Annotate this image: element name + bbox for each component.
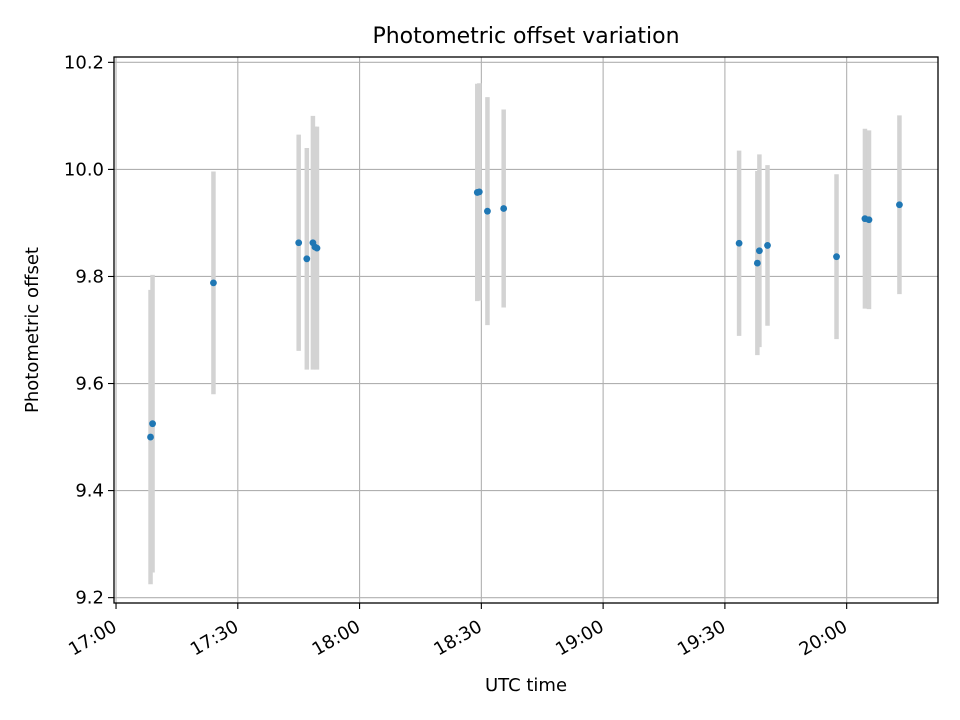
data-point: [313, 244, 321, 252]
data-point: [303, 255, 311, 263]
data-point: [475, 188, 483, 196]
data-point: [755, 247, 763, 255]
x-axis-ticks: 17:00 17:30 18:00 18:30 19:00 19:30 20:00: [65, 603, 851, 660]
data-point: [753, 259, 761, 267]
x-axis-label: UTC time: [485, 675, 567, 696]
y-tick-label: 9.8: [75, 266, 104, 287]
x-tick-label: 18:00: [309, 616, 364, 660]
data-point: [295, 239, 303, 247]
data-point: [149, 420, 156, 428]
data-point: [764, 242, 771, 249]
data-point: [210, 279, 217, 287]
point-layer: [147, 188, 903, 441]
x-tick-label: 18:30: [430, 616, 485, 660]
y-tick-label: 9.2: [75, 588, 104, 609]
y-tick-label: 10.2: [64, 52, 104, 73]
y-tick-label: 9.4: [75, 481, 104, 502]
x-tick-label: 17:30: [187, 616, 242, 660]
chart-title: Photometric offset variation: [372, 24, 679, 49]
data-point: [833, 253, 840, 261]
errorbar-layer: [148, 83, 902, 585]
data-point: [896, 201, 903, 209]
grid-layer: [114, 57, 938, 603]
y-axis-ticks: 9.2 9.4 9.6 9.8 10.0 10.2: [64, 52, 114, 609]
data-point: [500, 205, 508, 212]
x-tick-label: 20:00: [796, 616, 851, 660]
y-tick-label: 9.6: [75, 374, 104, 395]
x-tick-label: 19:00: [552, 616, 607, 660]
y-tick-label: 10.0: [64, 159, 104, 180]
x-tick-label: 17:00: [65, 616, 120, 660]
plot-frame: [113, 56, 939, 604]
y-axis-label: Photometric offset: [22, 247, 43, 413]
data-point: [484, 207, 491, 215]
data-point: [865, 216, 873, 224]
x-tick-label: 19:30: [674, 616, 729, 660]
data-point: [735, 239, 743, 247]
data-point: [147, 433, 154, 441]
